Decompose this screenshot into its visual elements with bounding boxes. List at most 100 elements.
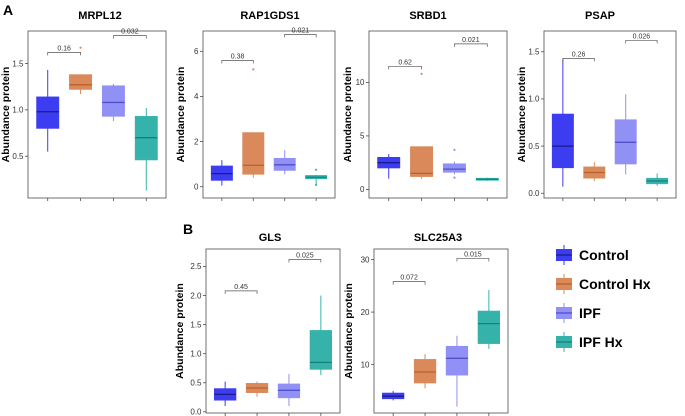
plot-frame (543, 30, 677, 199)
box-ipf-hx (477, 290, 501, 416)
plot-frame (373, 248, 509, 414)
box-control-hx (413, 354, 437, 416)
outlier-point (252, 68, 255, 71)
outlier-point (420, 72, 423, 75)
box-control (381, 390, 405, 416)
y-tick-label: 2.0 (190, 291, 202, 300)
box-ipf-hx (309, 295, 333, 416)
chart-slc25a3: SLC25A3 Abundance protein 10 20 30 0.072 0.015 (343, 232, 509, 416)
comparison-bracket (284, 34, 317, 38)
y-tick-label: 0.0 (528, 189, 540, 198)
y-axis-label: Abundance protein (343, 283, 355, 379)
y-tick-label: 1.0 (190, 349, 202, 358)
box-iqr (551, 113, 574, 169)
plot-frame (27, 30, 167, 199)
box-control (213, 381, 237, 416)
chart-title: RAP1GDS1 (240, 10, 299, 22)
y-tick-label: 2.5 (190, 262, 202, 271)
comparison-bracket (392, 281, 426, 285)
panel-label-b: B (183, 221, 193, 237)
chart-title: SRBD1 (409, 10, 446, 22)
chart-mrpl12: MRPL12 Abundance protein 0.5 1.0 1.5 0.16 0.03… (0, 10, 167, 201)
y-axis-label: Abundance protein (516, 67, 528, 163)
y-tick-label: 0 (194, 183, 199, 192)
plot-frame (202, 30, 336, 199)
box-ipf-hx (134, 108, 158, 201)
box-control-hx (242, 68, 265, 201)
outlier-point (315, 183, 318, 187)
comparison-bracket (47, 51, 81, 56)
box-control-hx (583, 162, 606, 201)
y-tick-label: 1.5 (190, 320, 202, 329)
comparison-bracket (625, 40, 658, 44)
chart-title: SLC25A3 (414, 232, 462, 244)
p-value-label: 0.072 (400, 275, 418, 282)
y-tick-label: 1.5 (528, 48, 540, 57)
box-control-hx (245, 381, 269, 416)
box-iqr (69, 74, 93, 90)
legend-item-control: Control (556, 245, 629, 265)
p-value-label: 0.16 (57, 45, 71, 52)
y-tick-label: 0.5 (190, 379, 202, 388)
comparison-bracket (562, 58, 595, 62)
box-ipf-hx (305, 168, 328, 201)
legend-label: IPF Hx (579, 334, 623, 350)
p-value-label: 0.021 (462, 37, 480, 44)
comparison-bracket (224, 290, 258, 294)
y-tick-label: 4 (194, 92, 199, 101)
box-control (551, 59, 574, 201)
p-value-label: 0.38 (231, 53, 245, 60)
y-axis-label: Abundance protein (0, 67, 12, 163)
y-tick-label: 20 (361, 308, 370, 317)
box-ipf (445, 335, 469, 416)
box-iqr (410, 146, 434, 177)
p-value-label: 0.021 (292, 27, 310, 34)
box-iqr (36, 96, 60, 129)
outlier-point (453, 176, 456, 179)
legend-label: Control Hx (579, 276, 651, 292)
y-tick-label: 0.0 (190, 408, 202, 416)
box-iqr (309, 330, 333, 370)
chart-rap1gds1: RAP1GDS1 Abundance protein 0 2 4 6 0.38 0.021 (175, 10, 336, 201)
plot-frame (368, 30, 508, 199)
box-iqr (413, 359, 437, 384)
box-ipf (277, 374, 301, 416)
legend-label: IPF (579, 305, 601, 321)
legend-item-ipf-hx: IPF Hx (556, 332, 623, 352)
box-iqr (442, 163, 466, 173)
p-value-label: 0.025 (296, 252, 314, 259)
y-tick-label: 2 (194, 137, 199, 146)
box-control (377, 154, 401, 201)
legend-item-ipf: IPF (556, 303, 601, 323)
y-tick-label: 1.0 (528, 95, 540, 104)
box-ipf (101, 83, 125, 201)
y-tick-label: 1.5 (12, 59, 24, 68)
box-ipf (273, 150, 296, 201)
chart-title: PSAP (585, 10, 615, 22)
y-tick-label: 10 (356, 78, 365, 87)
outlier-point (79, 46, 82, 49)
p-value-label: 0.26 (572, 51, 586, 58)
y-tick-label: 0.5 (12, 152, 24, 161)
box-control (210, 160, 233, 201)
box-control (36, 69, 60, 201)
y-tick-label: 0.5 (528, 142, 540, 151)
chart-psap: PSAP Abundance protein 0.0 0.5 1.0 1.5 0.26 0.0… (516, 10, 677, 201)
comparison-bracket (221, 59, 254, 64)
box-control-hx (69, 46, 93, 201)
chart-gls: GLS Abundance protein 0.0 0.5 1.0 1.5 2.0 2.5 0.… (174, 232, 341, 416)
outlier-point (315, 168, 318, 171)
y-axis-label: Abundance protein (174, 283, 186, 379)
comparison-bracket (113, 35, 147, 39)
box-iqr (242, 132, 265, 175)
comparison-bracket (456, 258, 490, 262)
box-iqr (101, 85, 125, 117)
box-iqr (477, 310, 501, 344)
y-axis-label: Abundance protein (342, 67, 354, 163)
legend: Control Control Hx IPF IPF Hx (556, 245, 651, 352)
box-control-hx (410, 72, 434, 201)
y-axis-label: Abundance protein (175, 67, 187, 163)
box-ipf-hx (475, 177, 499, 201)
y-tick-label: 6 (194, 47, 199, 56)
p-value-label: 0.032 (121, 29, 139, 36)
